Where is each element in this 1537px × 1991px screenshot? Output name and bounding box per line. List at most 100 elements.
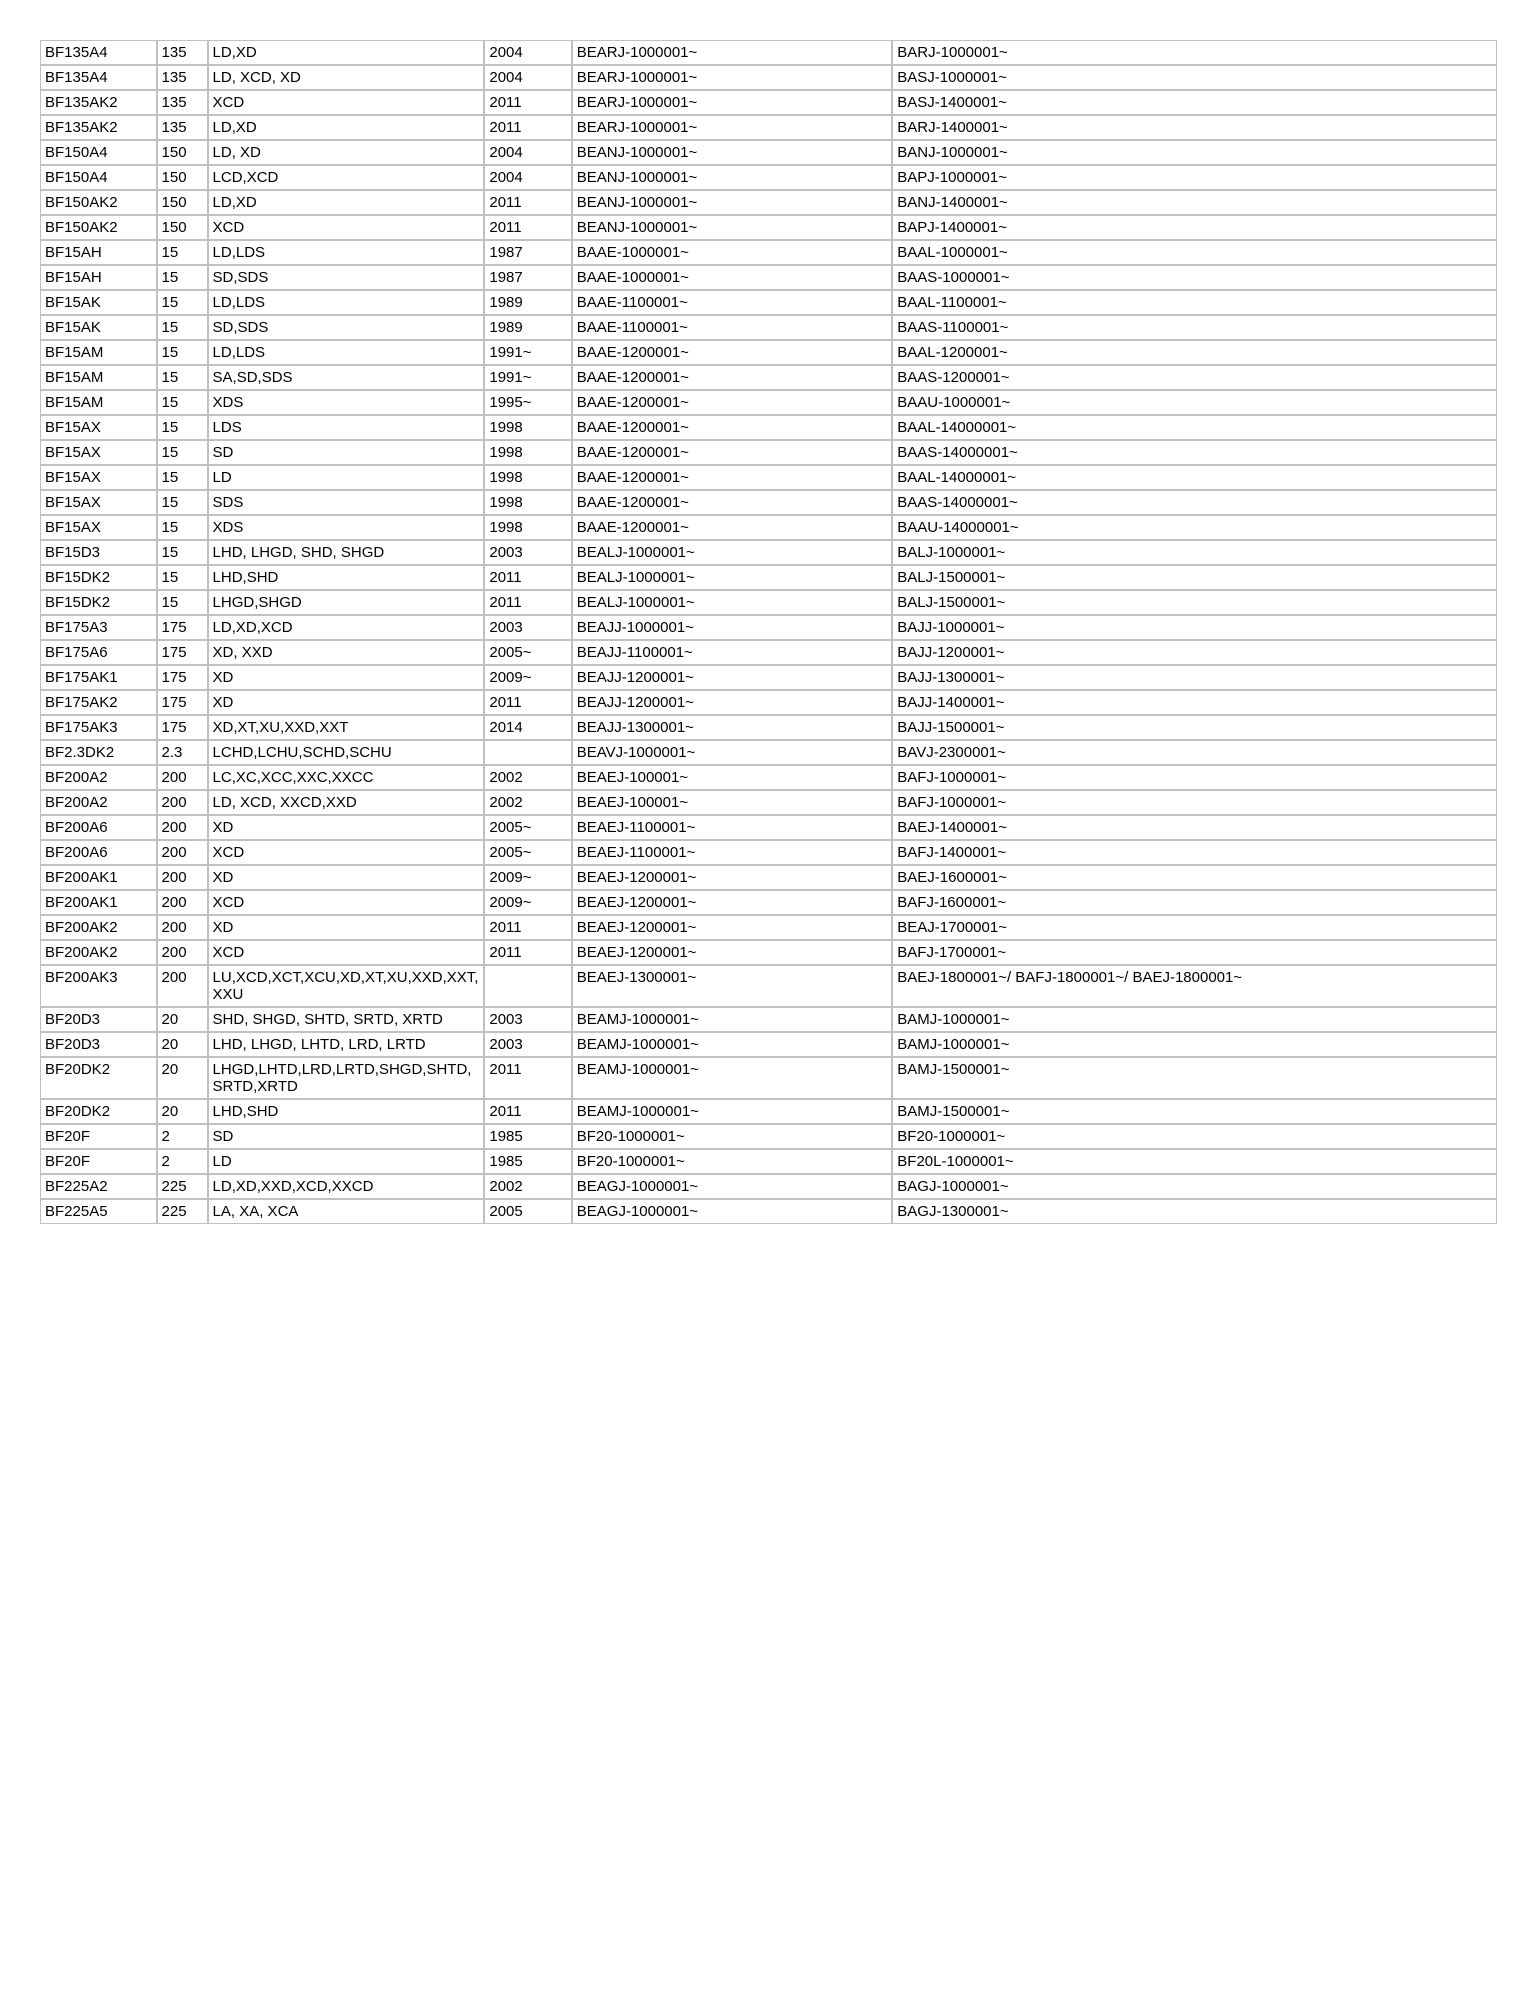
table-cell: BEAEJ-1200001~ — [572, 890, 893, 915]
table-cell: BAFJ-1700001~ — [892, 940, 1497, 965]
table-cell: BF150AK2 — [40, 215, 157, 240]
table-cell: LD — [208, 1149, 485, 1174]
table-cell: LD, XCD, XD — [208, 65, 485, 90]
table-row: BF200A2200LD, XCD, XXCD,XXD2002BEAEJ-100… — [40, 790, 1497, 815]
table-cell: BEARJ-1000001~ — [572, 90, 893, 115]
table-cell: BF20D3 — [40, 1007, 157, 1032]
table-cell: BF15AX — [40, 465, 157, 490]
table-cell: BARJ-1400001~ — [892, 115, 1497, 140]
table-cell: BAAS-1200001~ — [892, 365, 1497, 390]
table-cell: BF225A2 — [40, 1174, 157, 1199]
table-row: BF15DK215LHD,SHD2011BEALJ-1000001~BALJ-1… — [40, 565, 1497, 590]
table-cell: BAEJ-1800001~/ BAFJ-1800001~/ BAEJ-18000… — [892, 965, 1497, 1007]
table-cell: BF175AK3 — [40, 715, 157, 740]
table-row: BF150A4150LD, XD2004BEANJ-1000001~BANJ-1… — [40, 140, 1497, 165]
table-cell: LCHD,LCHU,SCHD,SCHU — [208, 740, 485, 765]
table-cell: XCD — [208, 215, 485, 240]
table-cell: 225 — [157, 1199, 208, 1224]
table-cell: BF20-1000001~ — [892, 1124, 1497, 1149]
table-cell: BEAEJ-1100001~ — [572, 840, 893, 865]
table-cell: BF15AM — [40, 365, 157, 390]
table-cell: LHD, LHGD, LHTD, LRD, LRTD — [208, 1032, 485, 1057]
data-table: BF135A4135LD,XD2004BEARJ-1000001~BARJ-10… — [40, 40, 1497, 1224]
table-cell: BAAE-1200001~ — [572, 465, 893, 490]
table-cell: BF135A4 — [40, 65, 157, 90]
table-row: BF135A4135LD, XCD, XD2004BEARJ-1000001~B… — [40, 65, 1497, 90]
table-cell: BEAMJ-1000001~ — [572, 1032, 893, 1057]
table-cell: 2011 — [484, 1099, 571, 1124]
table-cell: 2011 — [484, 915, 571, 940]
table-cell: BF15AM — [40, 340, 157, 365]
table-cell: 1998 — [484, 415, 571, 440]
table-cell: XCD — [208, 90, 485, 115]
table-cell: 2011 — [484, 565, 571, 590]
table-cell: BF15AH — [40, 265, 157, 290]
table-cell: LHD,SHD — [208, 1099, 485, 1124]
table-row: BF2.3DK22.3LCHD,LCHU,SCHD,SCHUBEAVJ-1000… — [40, 740, 1497, 765]
table-cell: BEAMJ-1000001~ — [572, 1057, 893, 1099]
table-cell: 2004 — [484, 165, 571, 190]
table-cell: BAAE-1000001~ — [572, 240, 893, 265]
table-cell: SD,SDS — [208, 315, 485, 340]
table-cell: 1989 — [484, 290, 571, 315]
table-cell: LD,XD — [208, 115, 485, 140]
table-cell: 15 — [157, 440, 208, 465]
table-cell: 15 — [157, 265, 208, 290]
table-row: BF20F2SD1985BF20-1000001~BF20-1000001~ — [40, 1124, 1497, 1149]
table-cell: 2003 — [484, 540, 571, 565]
table-cell: LD,LDS — [208, 290, 485, 315]
table-cell: 15 — [157, 340, 208, 365]
table-cell: 2011 — [484, 215, 571, 240]
table-cell: BAEJ-1600001~ — [892, 865, 1497, 890]
table-row: BF15AM15SA,SD,SDS1991~BAAE-1200001~BAAS-… — [40, 365, 1497, 390]
table-row: BF20D320LHD, LHGD, LHTD, LRD, LRTD2003BE… — [40, 1032, 1497, 1057]
table-cell: 2011 — [484, 590, 571, 615]
table-cell: 2002 — [484, 790, 571, 815]
table-cell: XCD — [208, 890, 485, 915]
table-cell: 225 — [157, 1174, 208, 1199]
table-cell: BF15AX — [40, 440, 157, 465]
table-cell: 2005~ — [484, 640, 571, 665]
table-cell: BEARJ-1000001~ — [572, 65, 893, 90]
table-cell: BAPJ-1400001~ — [892, 215, 1497, 240]
table-cell: BASJ-1000001~ — [892, 65, 1497, 90]
table-cell: BAJJ-1500001~ — [892, 715, 1497, 740]
table-cell: 2004 — [484, 40, 571, 65]
table-cell: LD — [208, 465, 485, 490]
table-cell: 2004 — [484, 65, 571, 90]
table-cell: XD,XT,XU,XXD,XXT — [208, 715, 485, 740]
table-cell: 2003 — [484, 615, 571, 640]
table-cell: BF200A2 — [40, 790, 157, 815]
table-cell: BEALJ-1000001~ — [572, 590, 893, 615]
table-cell: 15 — [157, 240, 208, 265]
table-cell: BEARJ-1000001~ — [572, 40, 893, 65]
table-cell: BF20L-1000001~ — [892, 1149, 1497, 1174]
table-cell: XD — [208, 915, 485, 940]
table-cell: 150 — [157, 165, 208, 190]
table-cell: BAAS-1000001~ — [892, 265, 1497, 290]
table-cell: BF15AK — [40, 290, 157, 315]
table-cell: BF150A4 — [40, 140, 157, 165]
table-row: BF225A2225LD,XD,XXD,XCD,XXCD2002BEAGJ-10… — [40, 1174, 1497, 1199]
table-cell: 200 — [157, 865, 208, 890]
table-cell: BF20DK2 — [40, 1057, 157, 1099]
table-row: BF200A2200LC,XC,XCC,XXC,XXCC2002BEAEJ-10… — [40, 765, 1497, 790]
table-cell: BAGJ-1000001~ — [892, 1174, 1497, 1199]
table-cell: XD — [208, 690, 485, 715]
table-cell: BEALJ-1000001~ — [572, 540, 893, 565]
table-cell: XD — [208, 815, 485, 840]
table-cell: BF20-1000001~ — [572, 1149, 893, 1174]
table-cell: BAAL-1200001~ — [892, 340, 1497, 365]
table-cell: BF20D3 — [40, 1032, 157, 1057]
table-cell: BF200AK2 — [40, 915, 157, 940]
table-cell: BF15AH — [40, 240, 157, 265]
table-cell: LC,XC,XCC,XXC,XXCC — [208, 765, 485, 790]
table-cell: BF175A6 — [40, 640, 157, 665]
table-cell: XD — [208, 665, 485, 690]
table-cell: XDS — [208, 390, 485, 415]
table-cell: 15 — [157, 315, 208, 340]
table-cell: BF225A5 — [40, 1199, 157, 1224]
table-cell: BF200AK1 — [40, 865, 157, 890]
table-row: BF175AK1175XD2009~BEAJJ-1200001~BAJJ-130… — [40, 665, 1497, 690]
table-cell: LHD, LHGD, SHD, SHGD — [208, 540, 485, 565]
